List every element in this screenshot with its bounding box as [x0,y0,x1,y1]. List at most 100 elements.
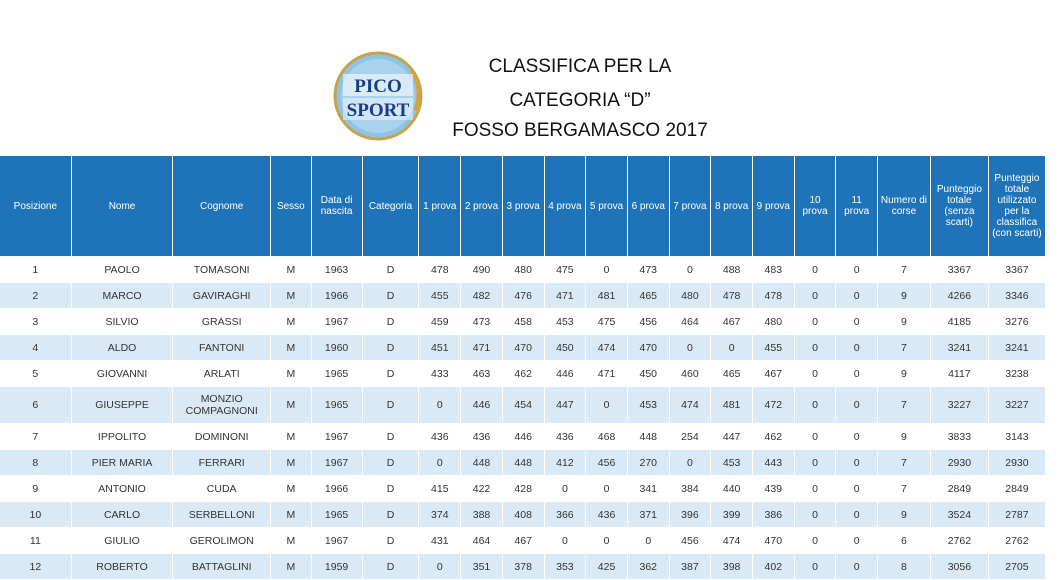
table-cell: 6 [877,527,931,554]
table-cell: 436 [460,423,503,450]
table-cell: 448 [502,449,545,476]
ranking-table: Posizione Nome Cognome Sesso Data di nascita… [0,156,1047,579]
table-cell: 3241 [930,334,989,361]
table-row: 9 ANTONIO CUDA M 1966 D 415 422 428 0 0 341 384 440 43… [0,475,1047,502]
table-cell: 0 [794,256,837,283]
column-header: 11 prova [835,156,879,257]
column-header: Cognome [172,156,271,257]
table-cell: 447 [710,423,753,450]
table-cell: 4185 [930,308,989,335]
table-cell: GIOVANNI [71,360,174,387]
table-cell: 2849 [988,475,1047,502]
table-cell: 453 [710,449,753,476]
table-cell: FERRARI [172,449,271,476]
table-cell: 474 [585,334,628,361]
table-cell: 456 [585,449,628,476]
table-cell: D [362,360,420,387]
table-cell: 1967 [311,423,363,450]
column-header: 4 prova [544,156,587,257]
table-cell: 0 [794,423,837,450]
table-cell: 471 [544,282,587,309]
table-cell: 0 [794,553,837,579]
table-cell: 1966 [311,282,363,309]
table-row: 10 CARLO SERBELLONI M 1965 D 374 388 408 366 436 37… [0,501,1047,528]
table-cell: 428 [502,475,545,502]
table-cell: 1960 [311,334,363,361]
table-cell: 463 [460,360,503,387]
table-row: 12 ROBERTO BATTAGLINI M 1959 D 0 351 378 353 425 36… [0,553,1047,579]
table-cell: 464 [460,527,503,554]
table-cell: 448 [460,449,503,476]
table-cell: 396 [669,501,712,528]
table-cell: D [362,423,420,450]
table-cell: 0 [794,527,837,554]
table-cell: 0 [835,256,879,283]
table-cell: 475 [585,308,628,335]
column-header: 9 prova [752,156,795,257]
column-header: 2 prova [460,156,503,257]
table-cell: 446 [544,360,587,387]
table-cell: 7 [877,334,931,361]
table-cell: ARLATI [172,360,271,387]
column-header: Nome [71,156,174,257]
table-cell: 476 [502,282,545,309]
table-cell: 1965 [311,360,363,387]
table-cell: GEROLIMON [172,527,271,554]
table-cell: 453 [627,386,670,424]
table-cell: 0 [794,308,837,335]
table-cell: M [270,527,312,554]
table-cell: 483 [752,256,795,283]
table-cell: 8 [0,449,72,476]
table-cell: 3 [0,308,72,335]
table-cell: 431 [418,527,462,554]
table-cell: 446 [502,423,545,450]
table-cell: 459 [418,308,462,335]
table-cell: 460 [669,360,712,387]
table-cell: 412 [544,449,587,476]
table-cell: 1966 [311,475,363,502]
table-row: 4 ALDO FANTONI M 1960 D 451 471 470 450 474 470 0 0 45… [0,334,1047,361]
table-cell: 425 [585,553,628,579]
table-cell: 436 [544,423,587,450]
table-cell: 0 [835,553,879,579]
table-cell: 0 [544,527,587,554]
table-cell: CUDA [172,475,271,502]
table-cell: 9 [877,308,931,335]
table-cell: 402 [752,553,795,579]
table-cell: 0 [794,334,837,361]
table-cell: 351 [460,553,503,579]
table-cell: 3833 [930,423,989,450]
table-cell: D [362,449,420,476]
table-cell: 473 [460,308,503,335]
table-cell: 7 [0,423,72,450]
table-cell: 3524 [930,501,989,528]
pico-sport-logo: PICO SPORT [333,51,423,141]
table-cell: 3276 [988,308,1047,335]
table-cell: 341 [627,475,670,502]
table-cell: 480 [752,308,795,335]
svg-text:PICO: PICO [354,76,402,97]
column-header: Data di nascita [311,156,363,257]
table-cell: M [270,501,312,528]
table-cell: 440 [710,475,753,502]
table-cell: 0 [669,334,712,361]
table-cell: 2762 [930,527,989,554]
table-cell: 415 [418,475,462,502]
table-cell: 1967 [311,449,363,476]
table-cell: 2787 [988,501,1047,528]
table-cell: 1965 [311,501,363,528]
table-cell: 0 [710,334,753,361]
table-cell: 1967 [311,308,363,335]
table-cell: 473 [627,256,670,283]
table-cell: M [270,553,312,579]
table-cell: 451 [418,334,462,361]
table-cell: 475 [544,256,587,283]
table-cell: MONZIO COMPAGNONI [172,386,271,424]
table-cell: 384 [669,475,712,502]
table-cell: 2705 [988,553,1047,579]
table-cell: 0 [835,423,879,450]
table-cell: 472 [752,386,795,424]
table-cell: M [270,282,312,309]
table-cell: 462 [502,360,545,387]
table-cell: IPPOLITO [71,423,174,450]
